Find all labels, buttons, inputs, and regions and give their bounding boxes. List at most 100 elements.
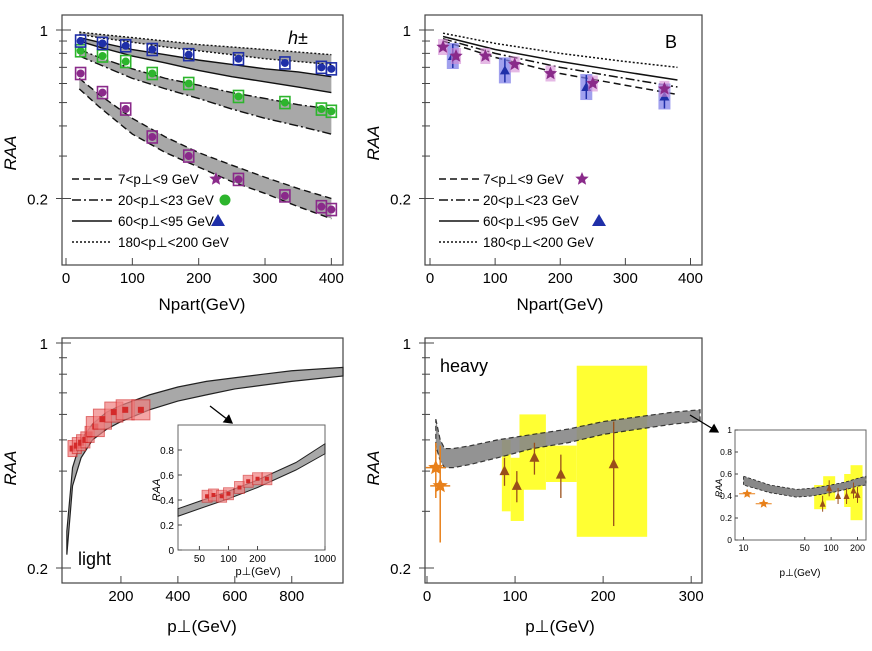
inset-y-tick-label: 0.2 (160, 521, 174, 532)
data-point (280, 58, 289, 67)
plot-frame (424, 14, 703, 266)
data-point (99, 416, 106, 423)
data-star (432, 477, 448, 493)
data-triangle (555, 468, 566, 479)
inset-y-tick-label: 0.6 (160, 471, 174, 482)
x-axis-label: p⊥(GeV) (525, 617, 595, 636)
panel-title: B (665, 32, 677, 52)
inset-x-tick-label: 200 (850, 543, 865, 553)
band-edge-high (79, 48, 332, 110)
panel-title: h± (288, 28, 308, 48)
inset-star (742, 488, 752, 498)
data-star (586, 76, 600, 90)
data-star (436, 40, 450, 53)
theory-bands (78, 31, 332, 220)
data-point (98, 39, 107, 48)
legend-triangle-marker (211, 214, 225, 226)
data-box (146, 130, 159, 144)
data-point (121, 57, 130, 66)
data-point (76, 69, 85, 78)
inset-point (211, 493, 216, 497)
data-point (234, 92, 243, 101)
x-tick-label: 0 (423, 588, 431, 605)
data-box (232, 89, 245, 104)
data-box (279, 189, 291, 203)
x-axis-label: p⊥(GeV) (167, 617, 237, 636)
theory-curve (442, 35, 678, 81)
band-edge-low (78, 88, 332, 220)
systematic-box (576, 365, 648, 537)
x-axis-label: Npart(GeV) (517, 295, 604, 314)
data-box (182, 149, 195, 163)
inset-y-tick-label: 0.2 (720, 513, 732, 523)
data-point (234, 175, 243, 184)
inset-y-tick-label: 0.8 (160, 446, 174, 457)
data-point (76, 37, 85, 46)
data-points (425, 421, 619, 543)
panel-hadron: 1 0.2 0 100 200 300 400 h± RAA Npart(GeV) 7<p⊥… (1, 14, 344, 314)
data-box (232, 172, 245, 187)
inset-arrow (689, 414, 720, 433)
data-box (325, 62, 338, 76)
x-tick-label: 400 (165, 588, 190, 605)
panel-bottom-quark: 1 0.2 0 100 200 300 400 B RAA Npart(GeV) 7<p⊥<… (364, 14, 703, 314)
y-tick-label: 1 (403, 23, 411, 40)
x-axis-label: Npart(GeV) (159, 295, 246, 314)
data-point (122, 406, 129, 413)
x-tick-label: 300 (613, 270, 638, 287)
band-edge-high (79, 36, 332, 78)
inset-y-tick-label: 0.4 (720, 491, 732, 501)
x-tick-label: 200 (186, 270, 211, 287)
inset-x-tick-label: 50 (800, 543, 810, 553)
x-tick-label: 100 (120, 270, 145, 287)
y-tick-label: 1 (403, 336, 411, 353)
data-points (436, 39, 672, 110)
inset-x-tick-label: 1000 (314, 554, 337, 565)
panel-heavy: 1 0.2 0 100 200 300 heavy RAA p⊥(GeV) 0 0.2 0.4… (364, 336, 867, 636)
data-point (234, 54, 243, 63)
x-tick-label: 200 (108, 588, 133, 605)
data-point (148, 132, 157, 141)
theory-band (435, 409, 701, 469)
theory-curves (442, 32, 678, 96)
data-box (119, 38, 132, 53)
data-point (280, 191, 289, 200)
theory-curve (442, 38, 678, 88)
inset-x-tick-label: 50 (194, 554, 206, 565)
x-tick-label: 100 (503, 588, 528, 605)
inset-triangle (835, 492, 842, 499)
y-axis-label: RAA (364, 126, 383, 161)
y-axis-label: RAA (364, 451, 383, 486)
panel-title: heavy (440, 356, 488, 376)
data-box (182, 47, 195, 62)
legend-triangle-marker (592, 214, 606, 226)
inset-triangle (843, 492, 850, 499)
data-box (146, 42, 159, 57)
x-tick-label: 800 (279, 588, 304, 605)
data-points (74, 34, 338, 217)
inset-x-tick-label: 10 (738, 543, 748, 553)
data-box (325, 202, 338, 217)
legend-label: 60<p⊥<95 GeV (118, 214, 214, 229)
axes: 1 0.2 0 100 200 300 400 (390, 23, 703, 287)
legend-circle-marker (219, 194, 231, 206)
y-tick-label: 1 (40, 23, 48, 40)
data-box (232, 51, 245, 66)
data-star (508, 57, 522, 71)
band-edge-high (78, 77, 332, 200)
systematic-box (519, 414, 546, 490)
data-point (327, 64, 336, 73)
x-tick-label: 400 (678, 270, 703, 287)
legend-label: 180<p⊥<200 GeV (483, 235, 594, 250)
inset-x-tick-label: 100 (220, 554, 237, 565)
data-star (449, 49, 463, 62)
band-edge-low (78, 55, 332, 135)
data-point (98, 52, 107, 61)
data-point (317, 202, 326, 211)
inset-arrow (209, 405, 234, 424)
inset-y-tick-label: 0 (727, 535, 732, 545)
data-box (182, 76, 195, 91)
data-box (119, 54, 132, 69)
theory-band (79, 32, 332, 65)
inset-triangle (854, 490, 861, 498)
